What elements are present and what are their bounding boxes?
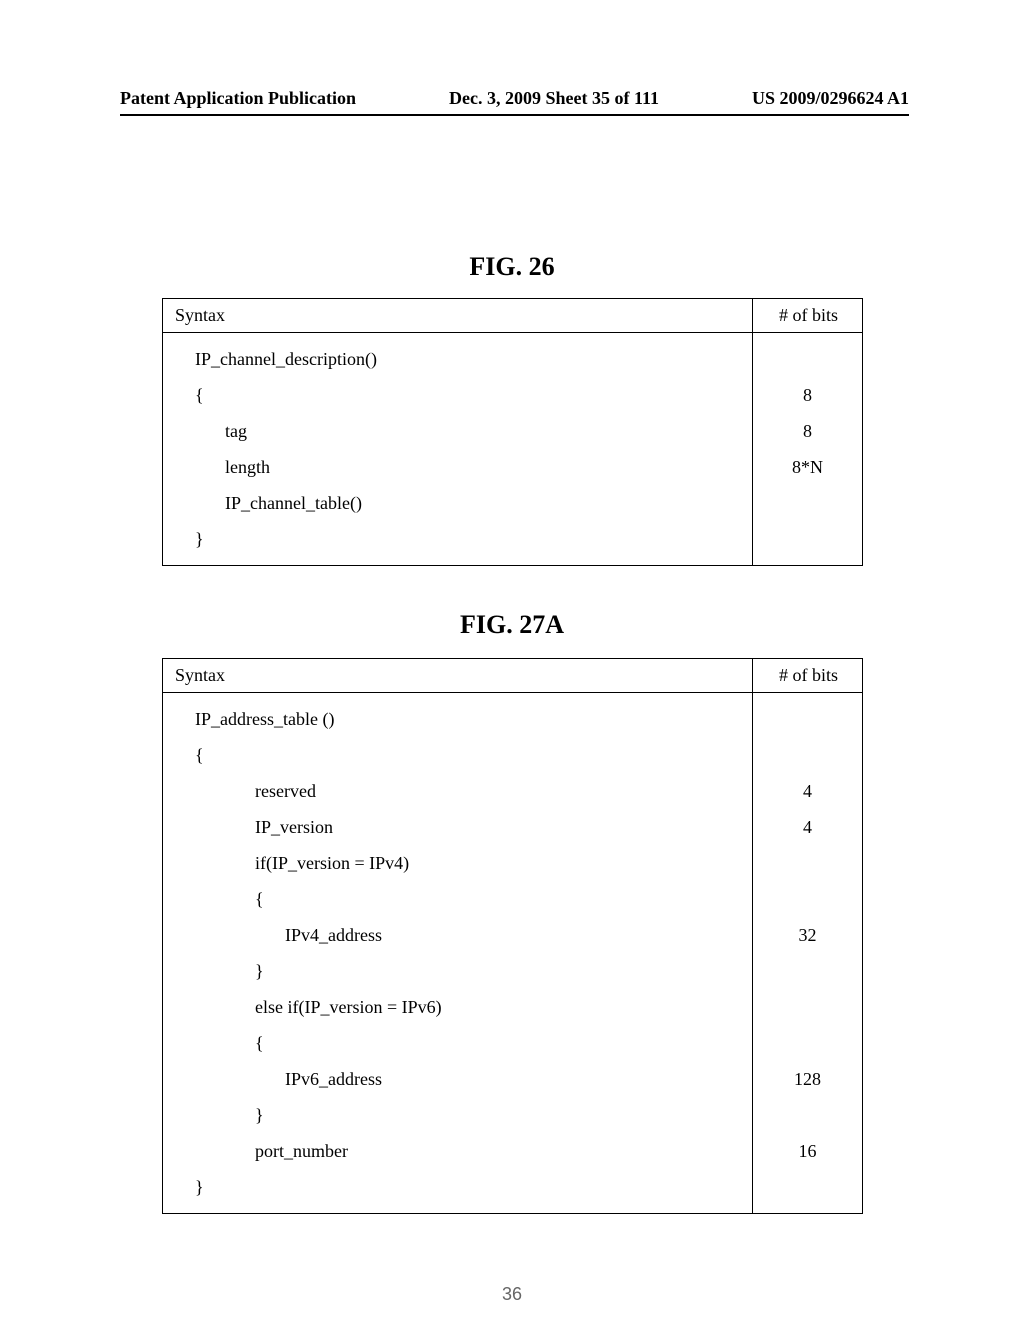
fig27a-line: { xyxy=(175,737,742,773)
fig27a-bits xyxy=(753,845,862,881)
fig27a-line: } xyxy=(175,953,742,989)
fig27a-line: } xyxy=(175,1097,742,1133)
fig27a-line: { xyxy=(175,881,742,917)
fig27a-header-syntax: Syntax xyxy=(163,659,753,693)
page-header: Patent Application Publication Dec. 3, 2… xyxy=(120,88,909,109)
fig27a-bits: 32 xyxy=(753,917,862,953)
header-right: US 2009/0296624 A1 xyxy=(752,88,909,109)
fig27a-bits xyxy=(753,989,862,1025)
fig26-bits: 8*N xyxy=(753,449,862,485)
fig27a-bits xyxy=(753,1169,862,1205)
fig26-bits: 8 xyxy=(753,413,862,449)
fig27a-line: { xyxy=(175,1025,742,1061)
header-rule xyxy=(120,114,909,116)
page-number: 36 xyxy=(0,1284,1024,1305)
figure-27a-title: FIG. 27A xyxy=(0,610,1024,640)
fig27a-bits xyxy=(753,1097,862,1133)
fig27a-bits xyxy=(753,953,862,989)
header-left: Patent Application Publication xyxy=(120,88,356,109)
fig27a-bits: 16 xyxy=(753,1133,862,1169)
fig26-bits xyxy=(753,341,862,377)
fig27a-line: reserved xyxy=(175,773,742,809)
fig26-line: } xyxy=(175,521,742,557)
fig26-table: Syntax # of bits IP_channel_description(… xyxy=(162,298,863,566)
fig26-bits xyxy=(753,485,862,521)
fig26-line: IP_channel_table() xyxy=(175,485,742,521)
fig27a-bits xyxy=(753,737,862,773)
fig27a-syntax-body: IP_address_table () { reserved IP_versio… xyxy=(163,693,753,1214)
fig27a-line: else if(IP_version = IPv6) xyxy=(175,989,742,1025)
fig27a-bits: 4 xyxy=(753,809,862,845)
fig27a-line: IPv4_address xyxy=(175,917,742,953)
fig27a-line: port_number xyxy=(175,1133,742,1169)
fig26-syntax-body: IP_channel_description() { tag length IP… xyxy=(163,333,753,566)
fig26-header-syntax: Syntax xyxy=(163,299,753,333)
fig27a-line: if(IP_version = IPv4) xyxy=(175,845,742,881)
fig26-header-bits: # of bits xyxy=(753,299,863,333)
fig27a-bits xyxy=(753,881,862,917)
fig26-bits-body: 8 8 8*N xyxy=(753,333,863,566)
header-center: Dec. 3, 2009 Sheet 35 of 111 xyxy=(449,88,659,109)
fig27a-line: IPv6_address xyxy=(175,1061,742,1097)
fig27a-bits xyxy=(753,701,862,737)
fig27a-bits: 128 xyxy=(753,1061,862,1097)
fig26-bits: 8 xyxy=(753,377,862,413)
fig26-line: IP_channel_description() xyxy=(175,341,742,377)
figure-26-title: FIG. 26 xyxy=(0,252,1024,282)
fig26-line: { xyxy=(175,377,742,413)
fig27a-bits: 4 xyxy=(753,773,862,809)
fig27a-line: IP_address_table () xyxy=(175,701,742,737)
fig27a-table: Syntax # of bits IP_address_table () { r… xyxy=(162,658,863,1214)
patent-page: Patent Application Publication Dec. 3, 2… xyxy=(0,0,1024,1320)
fig27a-bits-body: 4 4 32 128 16 xyxy=(753,693,863,1214)
fig26-bits xyxy=(753,521,862,557)
fig27a-line: IP_version xyxy=(175,809,742,845)
fig26-line: length xyxy=(175,449,742,485)
fig27a-line: } xyxy=(175,1169,742,1205)
fig27a-header-bits: # of bits xyxy=(753,659,863,693)
fig27a-bits xyxy=(753,1025,862,1061)
fig26-line: tag xyxy=(175,413,742,449)
